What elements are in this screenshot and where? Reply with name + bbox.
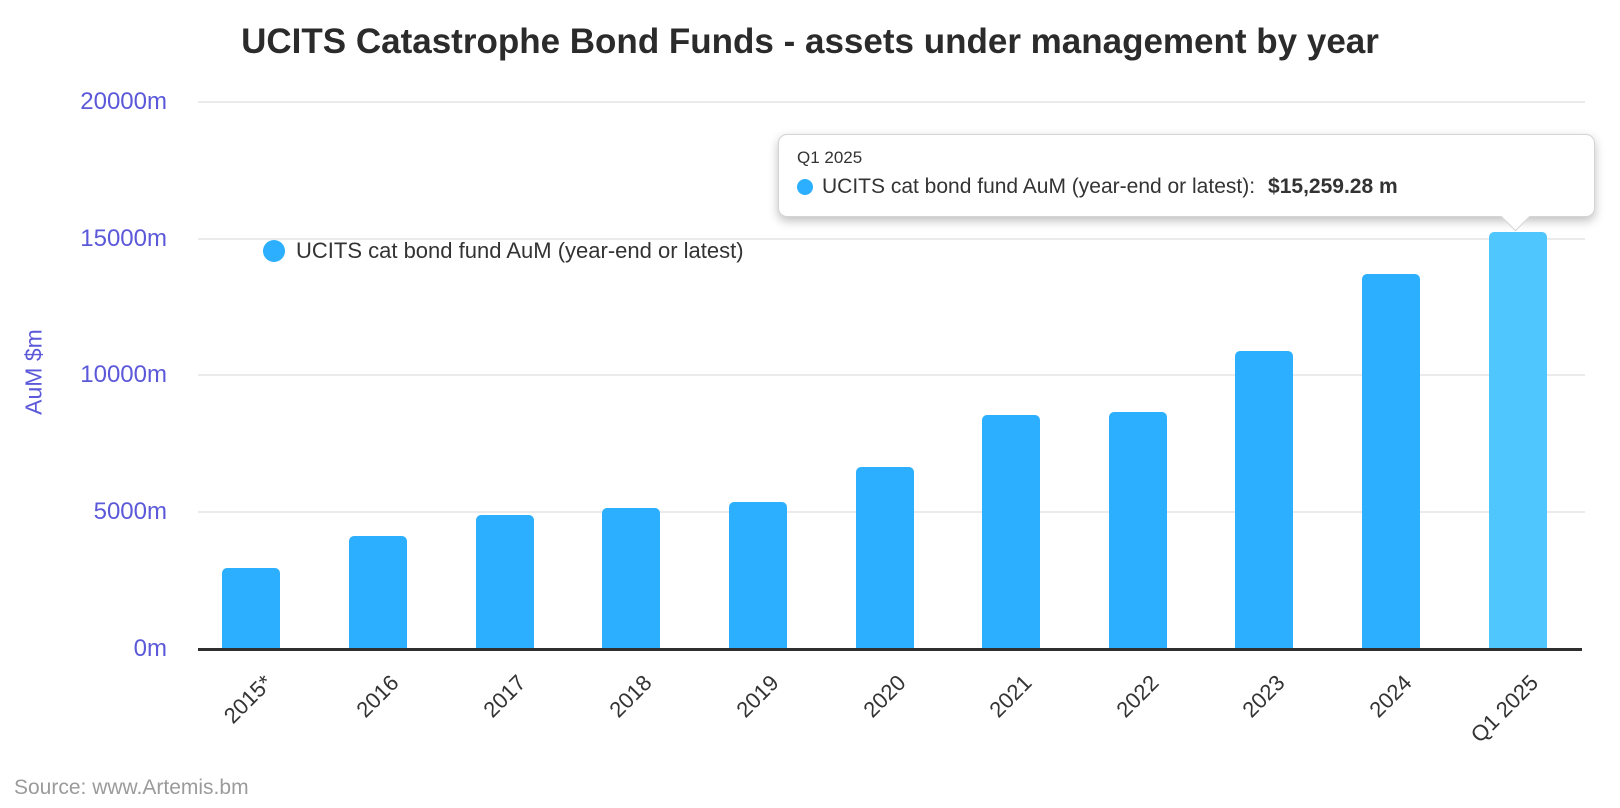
x-axis-label-2019: 2019 — [731, 670, 784, 723]
x-axis-label-2016: 2016 — [351, 670, 404, 723]
tooltip: Q1 2025 UCITS cat bond fund AuM (year-en… — [778, 134, 1595, 232]
gridline-10000m — [198, 374, 1585, 377]
y-axis-tick-15000m: 15000m — [80, 224, 167, 252]
gridline-15000m — [198, 237, 1585, 240]
legend-label: UCITS cat bond fund AuM (year-end or lat… — [296, 238, 744, 263]
tooltip-header: Q1 2025 — [797, 148, 863, 167]
x-axis-label-2023: 2023 — [1237, 670, 1291, 723]
legend-item[interactable]: UCITS cat bond fund AuM (year-end or lat… — [263, 238, 744, 264]
bar-2018[interactable] — [602, 508, 661, 649]
tooltip-caret — [1500, 201, 1531, 232]
x-axis-label-2015*: 2015* — [218, 670, 278, 729]
legend-marker-icon — [263, 240, 285, 262]
bar-2023[interactable] — [1235, 351, 1294, 649]
x-axis-label-2022: 2022 — [1111, 670, 1164, 723]
x-axis-label-2017: 2017 — [477, 670, 531, 723]
x-axis-label-2018: 2018 — [604, 670, 657, 723]
gridline-20000m — [198, 101, 1585, 103]
bar-2021[interactable] — [982, 414, 1041, 649]
bar-Q1 2025[interactable] — [1488, 231, 1547, 649]
y-axis-tick-0m: 0m — [133, 634, 167, 662]
x-axis-label-2021: 2021 — [984, 670, 1037, 723]
y-axis-tick-5000m: 5000m — [93, 497, 167, 525]
chart-title: UCITS Catastrophe Bond Funds - assets un… — [241, 22, 1379, 61]
y-axis-title: AuM $m — [20, 329, 47, 415]
tooltip-row: UCITS cat bond fund AuM (year-end or lat… — [797, 175, 1576, 199]
y-axis-tick-10000m: 10000m — [80, 361, 167, 389]
x-axis-line — [198, 648, 1582, 651]
x-axis-label-2020: 2020 — [857, 670, 911, 723]
x-axis-label-2024: 2024 — [1364, 670, 1417, 723]
bar-2015*[interactable] — [222, 567, 281, 649]
bar-2022[interactable] — [1108, 411, 1167, 649]
tooltip-value: $15,259.28 m — [1268, 175, 1398, 198]
tooltip-series-label: UCITS cat bond fund AuM (year-end or lat… — [822, 175, 1256, 198]
x-axis-label-Q1 2025: Q1 2025 — [1466, 670, 1544, 748]
bar-2020[interactable] — [855, 467, 914, 649]
bar-2019[interactable] — [728, 502, 787, 649]
tooltip-series-marker-icon — [797, 179, 813, 195]
source-credit: Source: www.Artemis.bm — [14, 776, 249, 799]
bar-2017[interactable] — [475, 515, 534, 649]
bar-2024[interactable] — [1362, 274, 1421, 649]
bar-2016[interactable] — [348, 536, 407, 649]
y-axis-tick-20000m: 20000m — [80, 88, 167, 115]
